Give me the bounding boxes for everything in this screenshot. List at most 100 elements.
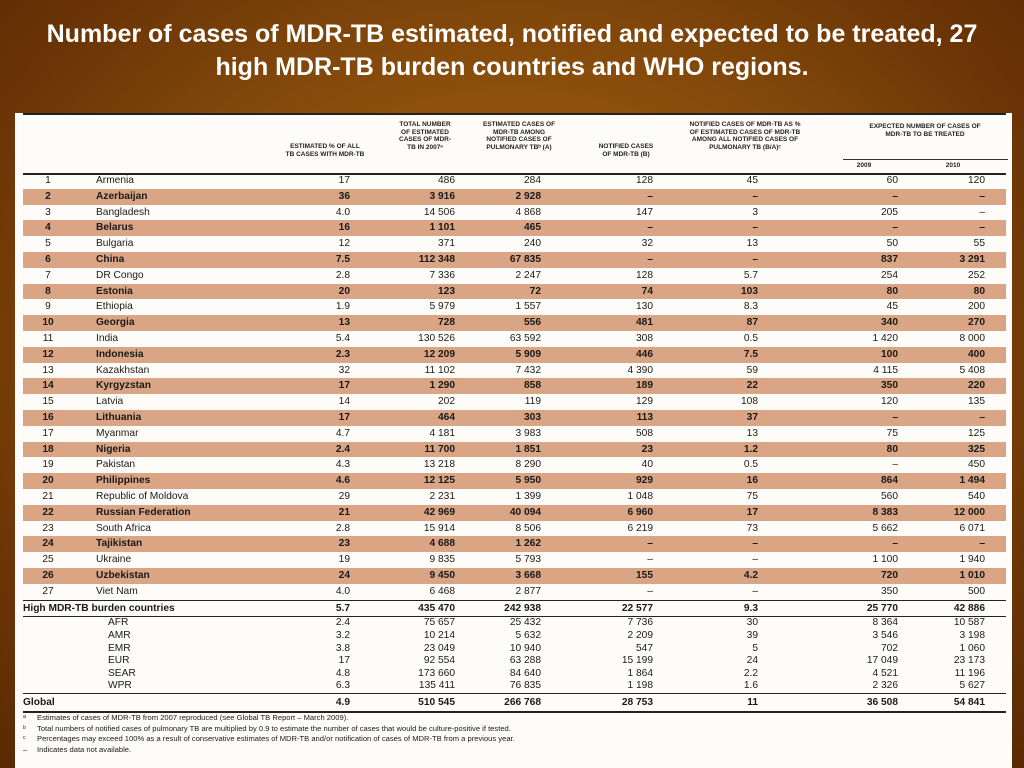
expected-2010: 450 [968,459,985,471]
estimated-pct: 24 [338,569,350,581]
expected-2010: 3 291 [959,253,986,265]
notified: 1 198 [627,680,654,692]
expected-2010: 120 [968,175,985,186]
table-row: 3 Bangladesh 4.0 14 506 4 868 147 3 205 – [23,205,1006,221]
estimated-among-notified: 556 [524,317,541,329]
total-estimated: 3 916 [429,190,456,202]
table-row: 6 China 7.5 112 348 67 835 – – 837 3 291 [23,251,1006,268]
expected-2009: 254 [881,269,898,281]
expected-2009: 80 [886,443,898,455]
estimated-among-notified: 63 288 [509,655,541,667]
estimated-pct: 2.4 [335,443,350,455]
table-row: 26 Uzbekistan 24 9 450 3 668 155 4.2 720 1 010 [23,567,1006,584]
estimated-among-notified: 242 938 [504,602,541,614]
notified-pct: 13 [746,238,758,250]
row-number: 12 [42,348,54,360]
estimated-among-notified: 266 768 [504,696,541,708]
notified: – [647,222,653,234]
country-name: Tajikistan [96,538,143,550]
notified: 7 736 [627,617,654,629]
region-row: AFR 2.4 75 657 25 432 7 736 30 8 364 10 587 [23,617,1006,630]
notified: 481 [636,317,653,329]
row-number: 17 [42,427,54,439]
expected-2009: 340 [881,317,898,329]
row-number: 13 [42,364,54,376]
estimated-pct: 23 [338,538,350,550]
expected-2009: 560 [881,490,898,502]
estimated-pct: 32 [338,364,350,376]
country-name: Russian Federation [96,506,191,518]
notified: – [647,190,653,202]
row-number: 10 [42,317,54,329]
notified-pct: 4.2 [743,569,758,581]
country-name: Latvia [96,396,124,408]
country-name: China [96,253,125,265]
estimated-pct: 2.8 [335,269,350,281]
row-number: 27 [42,585,54,597]
notified-pct: 9.3 [743,602,758,614]
notified-pct: 13 [746,427,758,439]
region-row: EUR 17 92 554 63 288 15 199 24 17 049 23 173 [23,655,1006,668]
expected-2010: 540 [968,490,985,502]
notified: 446 [636,348,653,360]
estimated-among-notified: 4 868 [515,206,542,218]
expected-2010: 270 [968,317,985,329]
estimated-among-notified: 1 557 [515,301,542,313]
notified-pct: 5 [752,642,758,654]
country-name: Belarus [96,222,134,234]
total-estimated: 5 979 [429,301,456,313]
expected-2009: 17 049 [866,655,898,667]
expected-2010: 200 [968,301,985,313]
region-name: WPR [108,680,132,692]
country-name: Republic of Moldova [96,490,189,502]
notified-pct: 108 [741,396,758,408]
row-number: 14 [42,380,54,392]
header-expected-divider [843,159,1008,160]
total-estimated: 14 506 [423,206,455,218]
expected-2010: 55 [973,238,985,250]
header-estimated-pct: ESTIMATED % OF ALL TB CASES WITH MDR-TB [285,143,365,158]
row-number: 20 [42,475,54,487]
country-name: Armenia [96,175,134,186]
estimated-pct: 4.3 [335,459,350,471]
region-name: EUR [108,655,130,667]
notified-pct: – [752,222,758,234]
estimated-pct: 3.2 [335,629,350,641]
total-estimated: 4 181 [429,427,456,439]
expected-2009: 75 [886,427,898,439]
table-row: 12 Indonesia 2.3 12 209 5 909 446 7.5 100 400 [23,346,1006,363]
expected-2010: – [979,411,985,423]
estimated-among-notified: 72 [529,285,541,297]
expected-2010: 500 [968,585,985,597]
table-row: 19 Pakistan 4.3 13 218 8 290 40 0.5 – 450 [23,457,1006,473]
total-estimated: 486 [438,175,455,186]
notified-pct: 16 [746,475,758,487]
estimated-among-notified: 63 592 [509,332,541,344]
total-estimated: 12 125 [423,475,455,487]
estimated-among-notified: 2 928 [515,190,542,202]
estimated-among-notified: 5 793 [515,554,542,566]
total-estimated: 6 468 [429,585,456,597]
notified-pct: 75 [746,490,758,502]
expected-2009: 4 521 [872,667,899,679]
expected-2010: 1 940 [959,554,986,566]
estimated-among-notified: 303 [524,411,541,423]
country-name: Myanmar [96,427,139,439]
notified-pct: 7.5 [743,348,758,360]
header-notified: NOTIFIED CASES OF MDR-TB (B) [598,143,654,158]
regions-block: AFR 2.4 75 657 25 432 7 736 30 8 364 10 587 AMR 3… [23,617,1006,694]
row-number: 4 [45,222,51,234]
notified: 155 [636,569,653,581]
total-estimated: 4 688 [429,538,456,550]
row-number: 7 [45,269,51,281]
expected-2010: 8 000 [959,332,986,344]
table-row: 2 Azerbaijan 36 3 916 2 928 – – – – [23,188,1006,205]
estimated-pct: 4.8 [335,667,350,679]
notified-pct: 59 [746,364,758,376]
notified: 189 [636,380,653,392]
estimated-among-notified: 119 [524,396,541,408]
expected-2010: 135 [968,396,985,408]
row-number: 6 [45,253,51,265]
footnote-text: Total numbers of notified cases of pulmo… [37,723,511,733]
row-number: 3 [45,206,51,218]
